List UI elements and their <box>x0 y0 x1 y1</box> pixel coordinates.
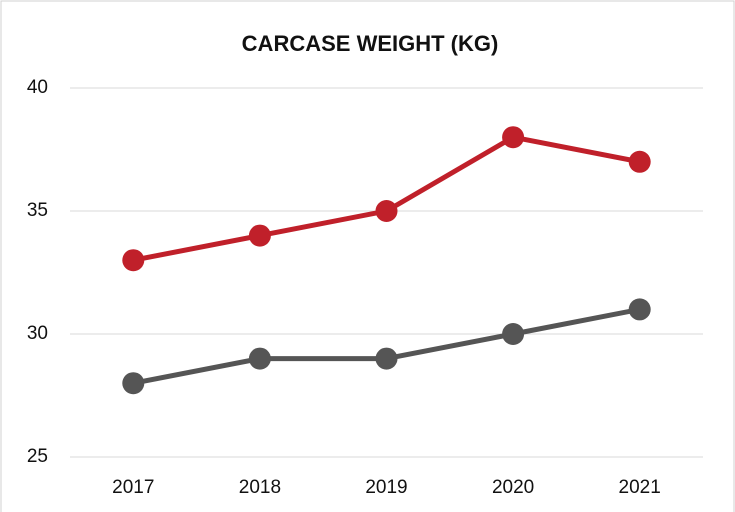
x-tick-label: 2021 <box>619 477 661 498</box>
x-tick-label: 2019 <box>365 477 407 498</box>
x-tick-label: 2018 <box>239 477 281 498</box>
data-point <box>628 298 651 321</box>
y-tick-label: 25 <box>27 446 48 467</box>
x-tick-label: 2020 <box>492 477 534 498</box>
data-point <box>502 323 525 345</box>
data-point <box>248 347 271 370</box>
data-point <box>502 126 525 149</box>
data-point <box>628 150 651 173</box>
y-tick-label: 30 <box>27 323 48 344</box>
data-point <box>122 372 145 395</box>
data-point <box>248 224 271 247</box>
x-tick-label: 2017 <box>112 477 154 498</box>
data-point <box>122 249 145 272</box>
data-point <box>375 347 398 370</box>
y-tick-label: 40 <box>27 77 48 98</box>
data-point <box>375 200 398 222</box>
chart-title: CARCASE WEIGHT (KG) <box>242 31 499 56</box>
y-tick-label: 35 <box>27 200 48 221</box>
